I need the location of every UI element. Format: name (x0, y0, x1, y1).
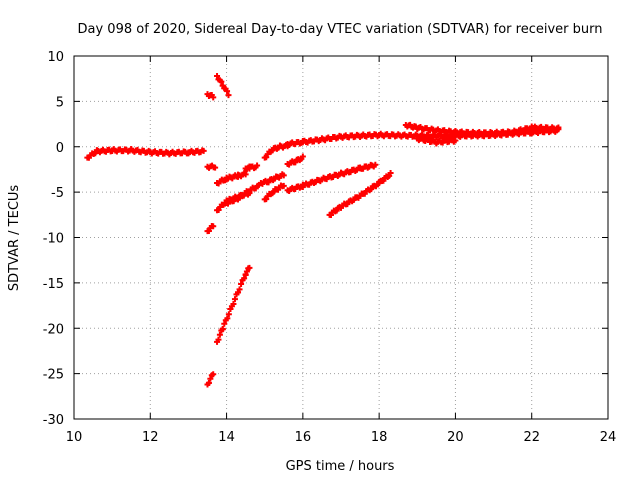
data-point (215, 206, 222, 213)
x-tick-label: 14 (218, 430, 235, 445)
data-point (263, 154, 270, 161)
data-point (241, 275, 248, 282)
series-arc-17 (326, 169, 394, 218)
data-point (230, 301, 237, 308)
series-arc-1 (84, 146, 207, 161)
series-arc-5 (204, 222, 217, 235)
series-arc-4 (204, 162, 219, 171)
data-point (216, 331, 223, 338)
y-tick-label: 5 (56, 95, 64, 110)
x-tick-label: 24 (600, 430, 617, 445)
x-axis-label: GPS time / hours (286, 459, 395, 474)
series-arc-9 (223, 181, 262, 207)
data-point (224, 88, 231, 95)
x-tick-label: 22 (523, 430, 540, 445)
data-point (212, 164, 219, 171)
series-arc-7 (242, 162, 261, 173)
data-point (214, 72, 221, 79)
y-tick-label: 0 (56, 141, 64, 156)
series-arc-19 (402, 121, 562, 138)
data-point (225, 311, 232, 318)
x-tick-label: 12 (142, 430, 159, 445)
data-point (210, 223, 217, 230)
data-point (299, 153, 306, 160)
data-point (210, 371, 217, 378)
x-tick-label: 18 (371, 430, 388, 445)
data-point (225, 92, 232, 99)
y-tick-label: -5 (51, 186, 64, 201)
data-point (235, 289, 242, 296)
data-point (231, 296, 238, 303)
axis-ticks: 10 12 14 16 18 20 22 24 -30 -25 -20 -15 -10 -5 0 5 10 (43, 50, 617, 445)
data-point (254, 162, 261, 169)
y-tick-label: -15 (43, 277, 64, 292)
gridlines (74, 56, 608, 419)
series-arc-2 (204, 91, 217, 101)
data-point (207, 375, 214, 382)
data-point (215, 336, 222, 343)
series-arc-12 (261, 182, 287, 203)
data-series (84, 72, 562, 388)
data-point (219, 326, 226, 333)
series-arc-11 (214, 264, 253, 345)
series-arc-16 (284, 161, 379, 195)
data-point (218, 78, 225, 85)
series-arc-20 (414, 135, 459, 147)
x-tick-label: 16 (295, 430, 312, 445)
data-point (242, 171, 249, 178)
series-arc-13 (257, 171, 287, 187)
data-point (210, 94, 217, 101)
x-tick-label: 20 (447, 430, 464, 445)
series-arc-3 (214, 72, 232, 99)
data-point (372, 161, 379, 168)
y-tick-label: -20 (43, 322, 64, 337)
x-tick-label: 10 (66, 430, 83, 445)
data-point (280, 182, 287, 189)
data-point (242, 272, 249, 278)
data-point (246, 264, 253, 271)
data-point (555, 124, 562, 131)
y-tick-label: -30 (43, 413, 64, 428)
series-arc-10 (204, 371, 217, 388)
y-tick-label: 10 (47, 50, 64, 65)
series-arc-14 (261, 141, 291, 161)
data-point (221, 320, 228, 327)
data-point (205, 379, 212, 386)
y-tick-label: -25 (43, 368, 64, 383)
data-point (387, 169, 394, 176)
chart-title: Day 098 of 2020, Sidereal Day-to-day VTE… (78, 22, 603, 37)
data-point (238, 280, 245, 287)
y-axis-label: SDTVAR / TECUs (7, 185, 22, 292)
data-point (452, 137, 459, 144)
data-point (243, 268, 250, 275)
data-point (224, 315, 231, 322)
y-tick-label: -10 (43, 232, 64, 247)
data-point (200, 147, 207, 154)
data-point (280, 172, 287, 179)
series-arc-6 (214, 170, 249, 187)
series-arc-15 (284, 153, 306, 168)
data-point (236, 286, 243, 293)
